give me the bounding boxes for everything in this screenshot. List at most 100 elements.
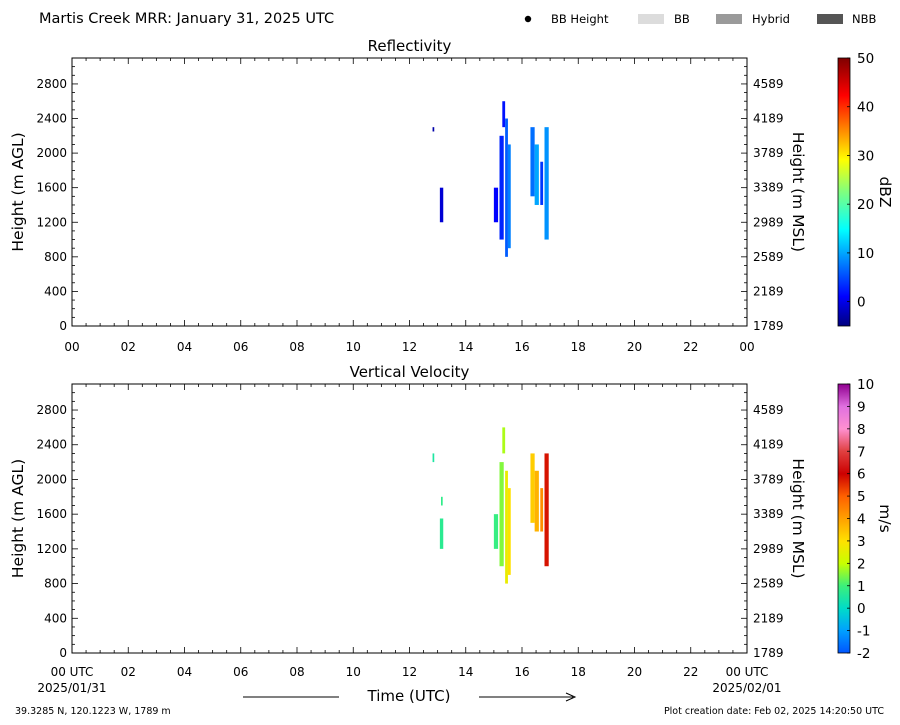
colorbar-tick-label: 9 [857, 399, 866, 415]
x-tick-label: 04 [177, 665, 192, 679]
colorbar-tick-label: 1 [857, 579, 866, 595]
colorbar-tick-label: 3 [857, 534, 866, 550]
data-cell [507, 144, 511, 249]
colorbar-tick-label: 7 [857, 444, 866, 460]
x-tick-label: 18 [571, 340, 586, 354]
x-tick-label: 12 [402, 665, 417, 679]
colorbar-tick-label: 50 [857, 51, 874, 67]
y-right-tick-label: 2989 [753, 542, 784, 556]
legend-label-hybrid: Hybrid [752, 12, 790, 26]
y-right-tick-label: 2989 [753, 215, 784, 229]
y-tick-label: 2400 [36, 438, 67, 452]
data-cell [544, 127, 549, 240]
colorbar-tick-label: 6 [857, 467, 866, 483]
colorbar-tick-label: 40 [857, 100, 874, 116]
data-cell [502, 101, 506, 128]
data-cell [540, 488, 544, 532]
data-cell [505, 470, 508, 584]
x-tick-label: 06 [233, 340, 248, 354]
x-tick-label: 20 [627, 340, 642, 354]
y-right-tick-label: 4589 [753, 77, 784, 91]
colorbar-tick-label: 5 [857, 489, 866, 505]
data-cell [534, 470, 539, 532]
y-tick-label: 0 [59, 646, 67, 660]
y-right-tick-label: 1789 [753, 319, 784, 333]
colorbar-tick-label: 8 [857, 422, 866, 438]
x-tick-label: 10 [346, 340, 361, 354]
plot-creation-date: Plot creation date: Feb 02, 2025 14:20:5… [664, 706, 884, 717]
x-tick-label: 04 [177, 340, 192, 354]
y-right-tick-label: 3389 [753, 181, 784, 195]
x-tick-label: 20 [627, 665, 642, 679]
x-tick-label: 00 UTC [726, 665, 769, 679]
y-right-tick-label: 2589 [753, 250, 784, 264]
y-tick-label: 2400 [36, 112, 67, 126]
y-axis-label-right: Height (m MSL) [789, 132, 807, 252]
y-tick-label: 2800 [36, 403, 67, 417]
data-cell [530, 453, 535, 523]
colorbar-tick-label: 0 [857, 601, 866, 617]
y-right-tick-label: 2189 [753, 284, 784, 298]
data-cell [540, 161, 544, 205]
y-tick-label: 0 [59, 319, 67, 333]
y-tick-label: 800 [44, 577, 67, 591]
legend-bb-height-dot [524, 15, 532, 23]
data-cell [432, 453, 435, 463]
data-cell [499, 135, 504, 240]
colorbar-tick-label: 2 [857, 556, 866, 572]
x-tick-label: 22 [683, 665, 698, 679]
colorbar-tick-label: -2 [857, 646, 870, 662]
data-cell [432, 127, 435, 132]
y-right-tick-label: 3789 [753, 472, 784, 486]
x-tick-label: 16 [514, 665, 529, 679]
chart-title: Martis Creek MRR: January 31, 2025 UTC [39, 11, 334, 27]
x-tick-label: 14 [458, 340, 473, 354]
data-cell [441, 496, 443, 506]
data-cell [493, 187, 499, 223]
y-axis-label-left: Height (m AGL) [9, 132, 27, 251]
colorbar [837, 57, 851, 327]
colorbar-tick-label: 20 [857, 197, 874, 213]
x-tick-label: 08 [289, 340, 304, 354]
data-cell [507, 488, 511, 575]
plot-frame [71, 57, 748, 327]
x-tick-label: 00 [64, 340, 79, 354]
y-tick-label: 1600 [36, 507, 67, 521]
x-tick-label: 12 [402, 340, 417, 354]
data-cell [544, 453, 549, 567]
panel-title: Vertical Velocity [350, 363, 470, 381]
x-tick-label: 06 [233, 665, 248, 679]
data-cell [505, 118, 508, 257]
legend-label-nbb: NBB [852, 12, 876, 26]
x-tick-label: 02 [121, 665, 136, 679]
y-tick-label: 400 [44, 611, 67, 625]
colorbar-tick-label: -1 [857, 624, 870, 640]
y-tick-label: 1600 [36, 181, 67, 195]
x-tick-label: 18 [571, 665, 586, 679]
data-cell [493, 514, 499, 549]
y-right-tick-label: 4589 [753, 403, 784, 417]
x-tick-label: 14 [458, 665, 473, 679]
y-tick-label: 800 [44, 250, 67, 264]
data-cell [502, 427, 506, 454]
y-right-tick-label: 1789 [753, 646, 784, 660]
y-right-tick-label: 3389 [753, 507, 784, 521]
y-right-tick-label: 3789 [753, 146, 784, 160]
panel-title: Reflectivity [368, 37, 452, 55]
y-right-tick-label: 2589 [753, 577, 784, 591]
y-tick-label: 400 [44, 284, 67, 298]
data-cell [499, 462, 504, 567]
y-right-tick-label: 2189 [753, 611, 784, 625]
y-right-tick-label: 4189 [753, 112, 784, 126]
legend-hybrid-swatch [716, 14, 742, 24]
x-axis-label: Time (UTC) [367, 687, 451, 705]
colorbar-tick-label: 0 [857, 295, 866, 311]
legend-label-bb: BB [674, 12, 690, 26]
x-tick-label: 08 [289, 665, 304, 679]
y-tick-label: 1200 [36, 542, 67, 556]
legend: BB Height BB Hybrid NBB [524, 12, 876, 26]
y-tick-label: 2000 [36, 472, 67, 486]
